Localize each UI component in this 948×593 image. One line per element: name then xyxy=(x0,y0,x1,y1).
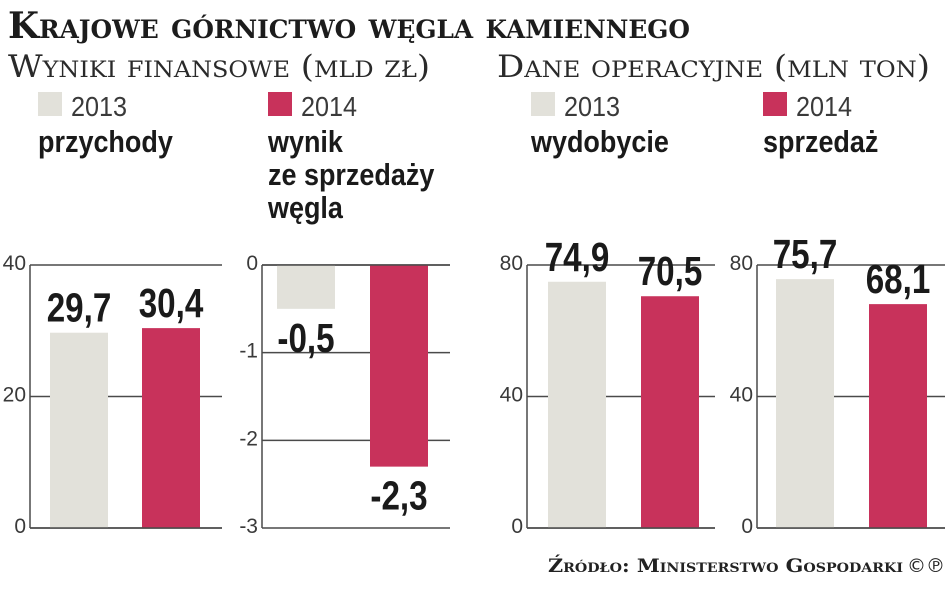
y-tick-label: -2 xyxy=(239,427,258,450)
data-label-2014: 70,5 xyxy=(638,248,703,294)
panel-title: wynik xyxy=(267,125,344,159)
y-tick-label: 0 xyxy=(741,515,753,538)
bar-2013 xyxy=(50,332,108,528)
data-label-2014: 68,1 xyxy=(866,256,931,302)
panel-output: wydobycie 0 40 80 74,9 70,5 xyxy=(500,125,715,538)
legend-label-2014: 2014 xyxy=(796,91,852,123)
data-label-2014: 30,4 xyxy=(139,280,204,326)
y-tick-label: 80 xyxy=(730,252,753,275)
legend-operational: 2013 2014 xyxy=(531,91,852,123)
bar-2014 xyxy=(370,265,428,467)
legend-label-2013: 2013 xyxy=(564,91,620,123)
bar-2013 xyxy=(277,265,335,309)
panel-title: sprzedaż xyxy=(763,125,878,159)
y-tick-label: 40 xyxy=(500,384,523,407)
panel-title: wydobycie xyxy=(530,125,669,159)
legend-swatch-2013 xyxy=(38,92,62,116)
y-tick-label: 0 xyxy=(511,515,523,538)
data-label-2013: 75,7 xyxy=(773,231,838,277)
y-tick-label: 40 xyxy=(730,384,753,407)
bar-2014 xyxy=(869,304,927,528)
legend-swatch-2014 xyxy=(268,92,292,116)
legend-financial: 2013 2014 xyxy=(38,91,357,123)
panel-revenue: przychody 0 20 40 29,7 30,4 xyxy=(3,125,222,538)
y-tick-label: 80 xyxy=(500,252,523,275)
subtitle-financial-results: Wyniki finansowe (mld zł) xyxy=(8,49,430,85)
y-tick-label: -1 xyxy=(239,340,258,363)
y-tick-label: 0 xyxy=(14,515,26,538)
panel-title: ze sprzedaży xyxy=(268,158,434,192)
subtitle-operational-data: Dane operacyjne (mln ton) xyxy=(497,49,930,85)
source-note: Źródło: Ministerstwo Gospodarki xyxy=(548,554,903,577)
legend-label-2014: 2014 xyxy=(301,91,357,123)
chart-title: Krajowe górnictwo węgla kamiennego xyxy=(8,5,690,47)
y-tick-label: -3 xyxy=(239,515,258,538)
panel-sales-volume: sprzedaż 0 40 80 75,7 68,1 xyxy=(730,125,945,538)
data-label-2013: 29,7 xyxy=(47,284,112,330)
y-tick-label: 40 xyxy=(3,252,26,275)
bar-2013 xyxy=(548,281,606,528)
y-tick-label: 0 xyxy=(246,252,258,275)
bar-2014 xyxy=(641,296,699,528)
bar-2013 xyxy=(776,279,834,528)
credit-mark: ©℗ xyxy=(907,555,945,577)
legend-label-2013: 2013 xyxy=(71,91,127,123)
panel-title: węgla xyxy=(267,191,344,225)
legend-swatch-2014 xyxy=(763,92,787,116)
legend-swatch-2013 xyxy=(531,92,555,116)
bar-2014 xyxy=(142,328,200,528)
panel-title: przychody xyxy=(38,125,173,159)
data-label-2013: -0,5 xyxy=(277,314,334,360)
y-tick-label: 20 xyxy=(3,384,26,407)
data-label-2013: 74,9 xyxy=(545,233,610,279)
data-label-2014: -2,3 xyxy=(370,472,427,518)
